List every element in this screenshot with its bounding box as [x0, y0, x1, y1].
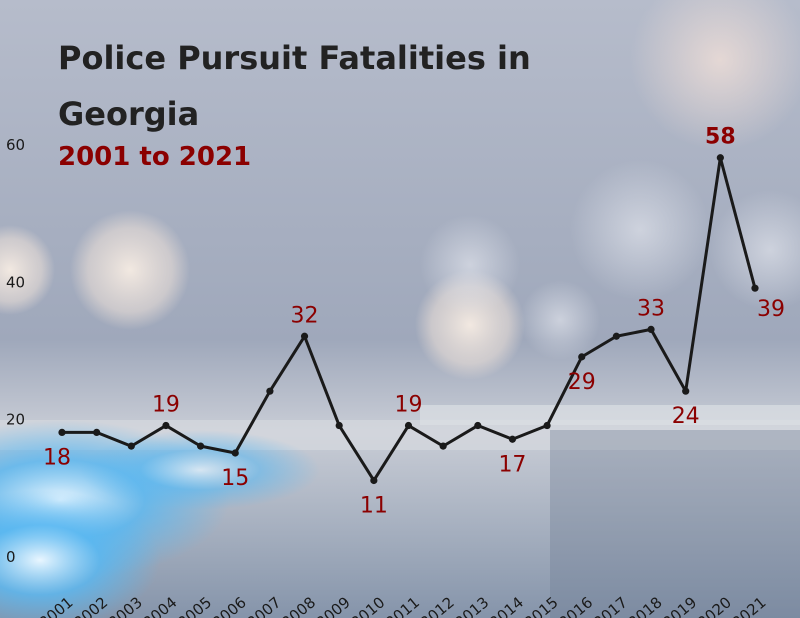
- x-tick-label: 2016: [555, 593, 596, 618]
- x-tick-label: 2019: [659, 593, 700, 618]
- data-point: [508, 435, 517, 443]
- data-point: [231, 449, 239, 457]
- data-label: 39: [757, 297, 785, 322]
- data-point: [751, 284, 759, 292]
- x-tick-label: 2006: [209, 593, 250, 618]
- data-point: [127, 442, 135, 450]
- x-tick-label: 2021: [729, 593, 770, 618]
- data-point: [682, 387, 690, 395]
- data-label: 19: [395, 393, 423, 418]
- data-label: 29: [568, 370, 596, 395]
- data-label: 33: [637, 296, 665, 321]
- x-tick-label: 2007: [244, 593, 285, 618]
- chart-title: Police Pursuit Fatalities in Georgia: [58, 39, 531, 133]
- x-tick-label: 2018: [625, 593, 666, 618]
- y-tick-label: 60: [6, 136, 25, 154]
- data-point: [716, 154, 724, 162]
- chart-subtitle: 2001 to 2021: [58, 142, 252, 172]
- y-tick-label: 20: [6, 411, 25, 429]
- x-tick-label: 2002: [70, 593, 111, 618]
- x-axis-ticks: 2001200220032004200520062007200820092010…: [36, 593, 770, 618]
- data-label: 17: [498, 452, 526, 477]
- data-label: 11: [360, 493, 388, 518]
- data-label: 19: [152, 393, 180, 418]
- data-point: [197, 442, 205, 450]
- data-point: [404, 421, 413, 430]
- data-label: 18: [43, 445, 71, 470]
- data-label: 58: [705, 125, 736, 150]
- x-tick-label: 2001: [36, 593, 77, 618]
- x-tick-label: 2010: [348, 593, 389, 618]
- data-point: [370, 476, 378, 485]
- data-label: 15: [221, 466, 249, 491]
- x-tick-label: 2003: [105, 593, 146, 618]
- data-point: [266, 387, 274, 395]
- data-label: 32: [291, 303, 319, 328]
- data-point: [439, 442, 447, 450]
- x-tick-label: 2008: [278, 593, 319, 618]
- x-tick-label: 2014: [486, 593, 527, 618]
- data-point: [58, 428, 66, 436]
- y-axis-ticks: 0 20 40 60: [6, 136, 25, 566]
- data-point: [612, 332, 621, 340]
- x-tick-label: 2004: [140, 593, 181, 618]
- data-point: [335, 421, 343, 430]
- data-point: [93, 428, 101, 436]
- data-point: [578, 353, 586, 361]
- data-label: 24: [672, 404, 700, 429]
- data-point: [647, 325, 655, 333]
- data-point: [474, 421, 482, 430]
- y-tick-label: 0: [6, 548, 16, 566]
- x-tick-label: 2013: [452, 593, 493, 618]
- x-tick-label: 2020: [694, 593, 735, 618]
- data-points: [58, 154, 759, 485]
- data-point: [543, 421, 551, 430]
- x-tick-label: 2009: [313, 593, 354, 618]
- x-tick-label: 2011: [382, 593, 423, 618]
- data-point: [162, 421, 170, 430]
- x-tick-label: 2012: [417, 593, 458, 618]
- y-tick-label: 40: [6, 273, 25, 291]
- x-tick-label: 2005: [174, 593, 215, 618]
- x-tick-label: 2015: [521, 593, 562, 618]
- data-point: [300, 332, 309, 340]
- data-labels: 18 19 15 32 11 19 17 29 33 24 58 39: [43, 125, 785, 519]
- x-tick-label: 2017: [590, 593, 631, 618]
